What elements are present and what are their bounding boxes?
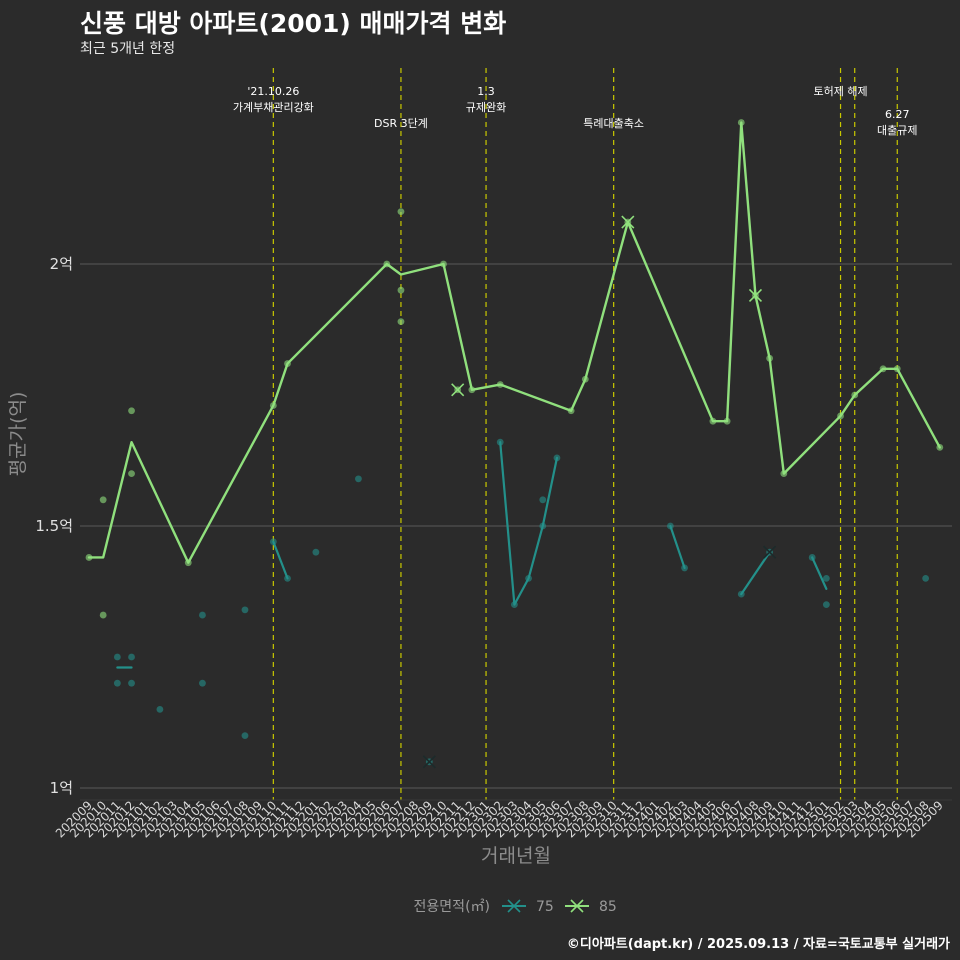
data-point xyxy=(156,706,164,713)
data-point xyxy=(822,575,830,582)
data-point xyxy=(128,679,135,687)
event-label: 가계부채관리강화 xyxy=(233,101,314,114)
series-line xyxy=(740,551,771,596)
data-point xyxy=(199,679,206,687)
cross-marker xyxy=(507,899,521,913)
data-point xyxy=(128,470,135,477)
data-series xyxy=(85,119,944,769)
series-line xyxy=(87,121,941,564)
event-label: '21.10.26 xyxy=(247,85,299,98)
legend-item-75: 75 xyxy=(502,899,554,915)
cross-marker xyxy=(570,899,584,913)
event-label: 대출규제 xyxy=(877,124,917,137)
data-point xyxy=(397,286,405,294)
data-point xyxy=(397,318,405,326)
x-axis-title: 거래년월 xyxy=(481,845,551,867)
event-label: 1.3 xyxy=(477,85,495,98)
cross-marker xyxy=(763,545,777,559)
data-point xyxy=(99,611,107,619)
legend: 전용면적(㎡) 75 85 xyxy=(414,899,617,915)
data-point xyxy=(241,606,249,614)
source-credit: ©디아파트(dapt.kr) / 2025.09.13 / 자료=국토교통부 실… xyxy=(566,937,950,952)
data-point xyxy=(922,575,930,582)
y-axis-title: 평균가(억) xyxy=(7,392,29,477)
event-label: 토허제 해제 xyxy=(813,84,867,98)
chart-title: 신풍 대방 아파트(2001) 매매가격 변화 xyxy=(80,9,507,38)
event-label: 6.27 xyxy=(885,108,910,121)
data-point xyxy=(241,732,249,739)
y-tick-label: 1억 xyxy=(50,779,73,797)
data-point xyxy=(199,611,206,619)
series-85 xyxy=(85,119,944,619)
event-label: 특례대출축소 xyxy=(583,117,644,130)
legend-title: 전용면적(㎡) xyxy=(414,899,490,915)
data-point xyxy=(113,679,121,687)
data-point xyxy=(99,496,107,504)
data-point xyxy=(113,653,121,661)
data-point xyxy=(397,208,405,216)
data-point xyxy=(539,496,547,504)
legend-label: 75 xyxy=(536,899,554,915)
series-75 xyxy=(113,438,930,769)
y-tick-label: 2억 xyxy=(50,255,73,273)
cross-marker xyxy=(621,215,635,229)
data-point xyxy=(355,475,362,483)
series-line xyxy=(499,441,559,606)
series-line xyxy=(811,556,828,590)
y-tick-label: 1.5억 xyxy=(35,517,73,535)
event-label: DSR 3단계 xyxy=(374,117,428,130)
cross-marker xyxy=(422,755,436,769)
series-line xyxy=(272,540,289,580)
data-point xyxy=(128,407,135,415)
axes: 1억1.5억2억20200920201020201120201220210120… xyxy=(7,255,952,867)
cross-marker xyxy=(748,288,763,303)
data-point xyxy=(128,653,135,661)
legend-item-85: 85 xyxy=(565,899,617,915)
legend-label: 85 xyxy=(599,899,617,915)
data-point xyxy=(312,548,320,556)
event-label: 규제완화 xyxy=(466,101,506,114)
chart-subtitle: 최근 5개년 한정 xyxy=(80,41,176,57)
cross-marker xyxy=(451,383,465,397)
series-line xyxy=(669,524,686,570)
grid-lines xyxy=(80,263,952,789)
data-point xyxy=(822,601,830,608)
